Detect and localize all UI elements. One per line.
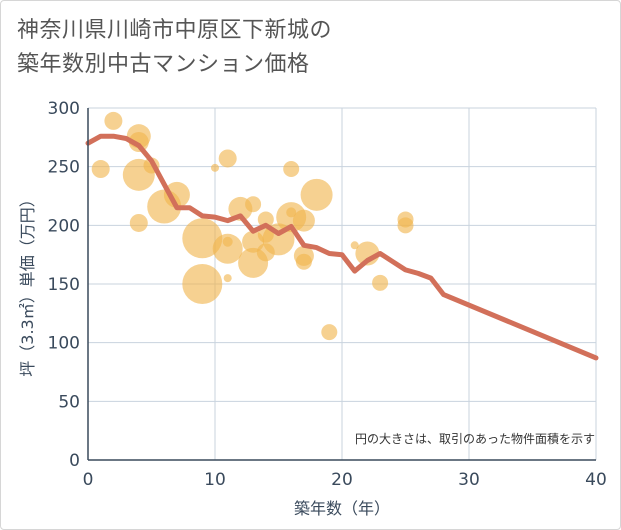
x-tick-label: 20	[331, 470, 353, 490]
bubble-point	[211, 163, 219, 172]
bubble-point	[321, 324, 338, 341]
y-axis-label: 坪（3.3㎡）単価（万円）	[18, 191, 37, 376]
bubble-point	[295, 253, 312, 270]
bubble-point	[182, 218, 223, 259]
grid-lines	[88, 107, 597, 460]
y-tick-label: 200	[48, 216, 80, 236]
bubble-point	[372, 274, 389, 291]
bubble-point	[128, 132, 149, 153]
bubble-point	[292, 209, 315, 232]
bubble-point	[182, 264, 223, 304]
bubble-point	[245, 196, 262, 213]
bubble-point	[350, 241, 359, 250]
bubble-point	[212, 233, 243, 264]
trend-line-series	[85, 133, 599, 361]
axes	[87, 108, 596, 461]
chart-title: 神奈川県川崎市中原区下新城の 築年数別中古マンション価格	[17, 18, 333, 77]
bubble-point	[129, 213, 148, 232]
x-tick-label: 0	[83, 470, 94, 490]
bubble-point	[163, 181, 190, 208]
chart-note: 円の大きさは、取引のあった物件面積を示す	[355, 431, 595, 446]
bubble-point	[91, 160, 110, 179]
y-tick-label: 250	[48, 158, 80, 178]
x-tick-label: 30	[458, 470, 480, 490]
y-tick-label: 150	[48, 275, 80, 295]
bubble-series	[91, 111, 414, 341]
bubble-point	[283, 161, 300, 178]
x-tick-label: 10	[204, 470, 226, 490]
bubble-point	[300, 178, 333, 211]
x-axis-label: 築年数（年）	[294, 499, 390, 518]
y-tick-label: 300	[48, 99, 80, 119]
bubble-point	[218, 149, 237, 168]
bubble-point	[104, 111, 123, 130]
y-tick-label: 0	[69, 451, 80, 471]
bubble-point	[257, 211, 274, 228]
x-tick-label: 40	[585, 470, 607, 490]
bubble-point	[397, 217, 414, 234]
y-tick-label: 100	[48, 334, 80, 354]
bubble-point	[223, 274, 232, 283]
tick-labels: 0 10 20 30 40 0 50 100 150 200 250 300	[48, 99, 607, 490]
trend-line	[85, 133, 599, 361]
y-tick-label: 50	[58, 392, 80, 412]
